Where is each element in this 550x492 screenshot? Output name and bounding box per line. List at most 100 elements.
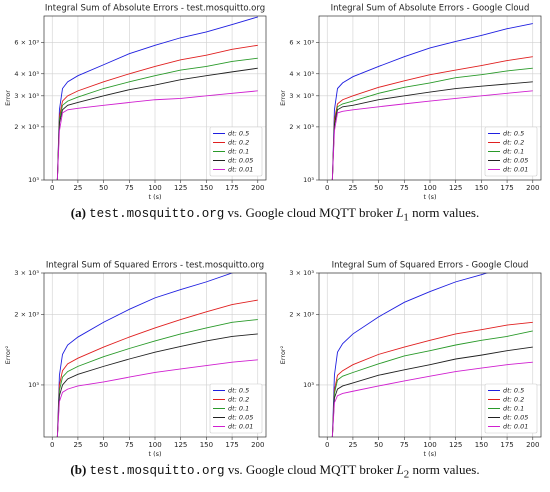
caption-code: test.mosquitto.org: [89, 207, 225, 221]
legend-label: dt: 0.5: [228, 387, 249, 395]
x-tick-label: 100: [148, 441, 161, 449]
series-line: [331, 90, 533, 180]
legend-label: dt: 0.05: [503, 414, 528, 422]
chart-title: Integral Sum of Absolute Errors - Google…: [331, 4, 530, 14]
x-tick-label: 200: [526, 184, 539, 192]
caption-text: norm values.: [409, 462, 480, 477]
y-tick-label: 2 × 10³: [289, 310, 314, 318]
x-tick-label: 50: [374, 184, 383, 192]
y-tick-label: 6 × 10³: [289, 39, 314, 47]
legend-label: dt: 0.2: [503, 139, 524, 147]
series-line: [56, 57, 258, 180]
x-tick-label: 50: [374, 441, 383, 449]
y-tick-label: 3 × 10³: [14, 92, 39, 100]
legend-label: dt: 0.5: [503, 387, 524, 395]
x-tick-label: 125: [449, 184, 462, 192]
y-tick-label: 3 × 10³: [289, 92, 314, 100]
legend-box: [209, 126, 263, 177]
x-tick-label: 50: [99, 184, 108, 192]
plot-frame: [318, 15, 542, 181]
legend-label: dt: 0.2: [503, 396, 524, 404]
y-tick-label: 2 × 10³: [14, 123, 39, 131]
x-tick-label: 75: [125, 441, 134, 449]
legend-label: dt: 0.2: [228, 139, 249, 147]
chart-title: Integral Sum of Squared Errors - Google …: [332, 261, 529, 271]
chart: Integral Sum of Squared Errors - test.mo…: [4, 261, 267, 458]
series-line: [331, 321, 533, 437]
x-axis-label: t (s): [148, 450, 161, 458]
legend-label: dt: 0.1: [228, 405, 249, 413]
x-tick-label: 125: [174, 184, 187, 192]
series-line: [56, 333, 258, 437]
x-tick-label: 100: [148, 184, 161, 192]
legend-label: dt: 0.01: [503, 166, 528, 174]
x-tick-label: 150: [475, 184, 488, 192]
legend-label: dt: 0.05: [503, 157, 528, 165]
legend-label: dt: 0.5: [228, 130, 249, 138]
y-tick-label: 10³: [28, 176, 39, 184]
chart-title: Integral Sum of Squared Errors - test.mo…: [46, 261, 264, 271]
y-axis-label: Error²: [279, 345, 287, 364]
x-tick-label: 25: [348, 184, 357, 192]
caption-label: (b): [70, 462, 87, 477]
chart-title: Integral Sum of Absolute Errors - test.m…: [45, 4, 265, 14]
y-tick-label: 10³: [303, 381, 314, 389]
chart: Integral Sum of Absolute Errors - Google…: [279, 4, 542, 201]
y-axis-label: Error: [4, 90, 12, 106]
x-tick-label: 200: [526, 441, 539, 449]
legend-box: [209, 383, 263, 434]
legend-label: dt: 0.1: [503, 148, 524, 156]
x-tick-label: 25: [73, 441, 82, 449]
caption: (a) test.mosquitto.org vs. Google cloud …: [0, 205, 550, 224]
x-tick-label: 75: [400, 184, 409, 192]
series-line: [56, 67, 258, 180]
caption-code: test.mosquitto.org: [89, 464, 225, 478]
series-line: [56, 16, 258, 180]
series-line: [56, 319, 258, 437]
y-tick-label: 3 × 10³: [14, 269, 39, 277]
legend-label: dt: 0.05: [228, 157, 253, 165]
y-tick-label: 3 × 10³: [289, 269, 314, 277]
plot-frame: [318, 272, 542, 438]
y-axis-label: Error²: [4, 345, 12, 364]
series-line: [331, 361, 533, 437]
y-tick-label: 4 × 10³: [289, 70, 314, 78]
y-tick-label: 2 × 10³: [14, 310, 39, 318]
x-tick-label: 75: [125, 184, 134, 192]
x-tick-label: 25: [73, 184, 82, 192]
series-line: [331, 81, 533, 180]
caption-sub: 1: [403, 211, 409, 224]
x-tick-label: 200: [251, 441, 264, 449]
x-tick-label: 150: [200, 441, 213, 449]
chart: Integral Sum of Squared Errors - Google …: [279, 261, 542, 458]
caption-text: vs. Google cloud MQTT broker: [224, 205, 397, 220]
y-axis-label: Error: [279, 90, 287, 106]
legend-label: dt: 0.5: [503, 130, 524, 138]
x-tick-label: 150: [200, 184, 213, 192]
legend-label: dt: 0.2: [228, 396, 249, 404]
legend-label: dt: 0.05: [228, 414, 253, 422]
legend-label: dt: 0.01: [228, 423, 253, 431]
plot-frame: [43, 15, 267, 181]
caption-text: norm values.: [408, 205, 480, 220]
caption: (b) test.mosquitto.org vs. Google cloud …: [0, 462, 550, 481]
x-axis-label: t (s): [148, 193, 161, 201]
x-tick-label: 125: [449, 441, 462, 449]
caption-sub: 2: [403, 468, 410, 481]
series-line: [331, 67, 533, 180]
x-tick-label: 0: [325, 184, 329, 192]
series-line: [56, 44, 258, 180]
x-tick-label: 200: [251, 184, 264, 192]
x-tick-label: 175: [500, 184, 513, 192]
y-tick-label: 6 × 10³: [14, 39, 39, 47]
caption-label: (a): [70, 205, 86, 220]
series-line: [56, 90, 258, 180]
series-line: [56, 299, 258, 437]
series-line: [331, 23, 533, 180]
x-tick-label: 100: [423, 184, 436, 192]
plot-frame: [43, 272, 267, 438]
x-tick-label: 150: [475, 441, 488, 449]
y-tick-label: 2 × 10³: [289, 123, 314, 131]
legend-label: dt: 0.01: [503, 423, 528, 431]
